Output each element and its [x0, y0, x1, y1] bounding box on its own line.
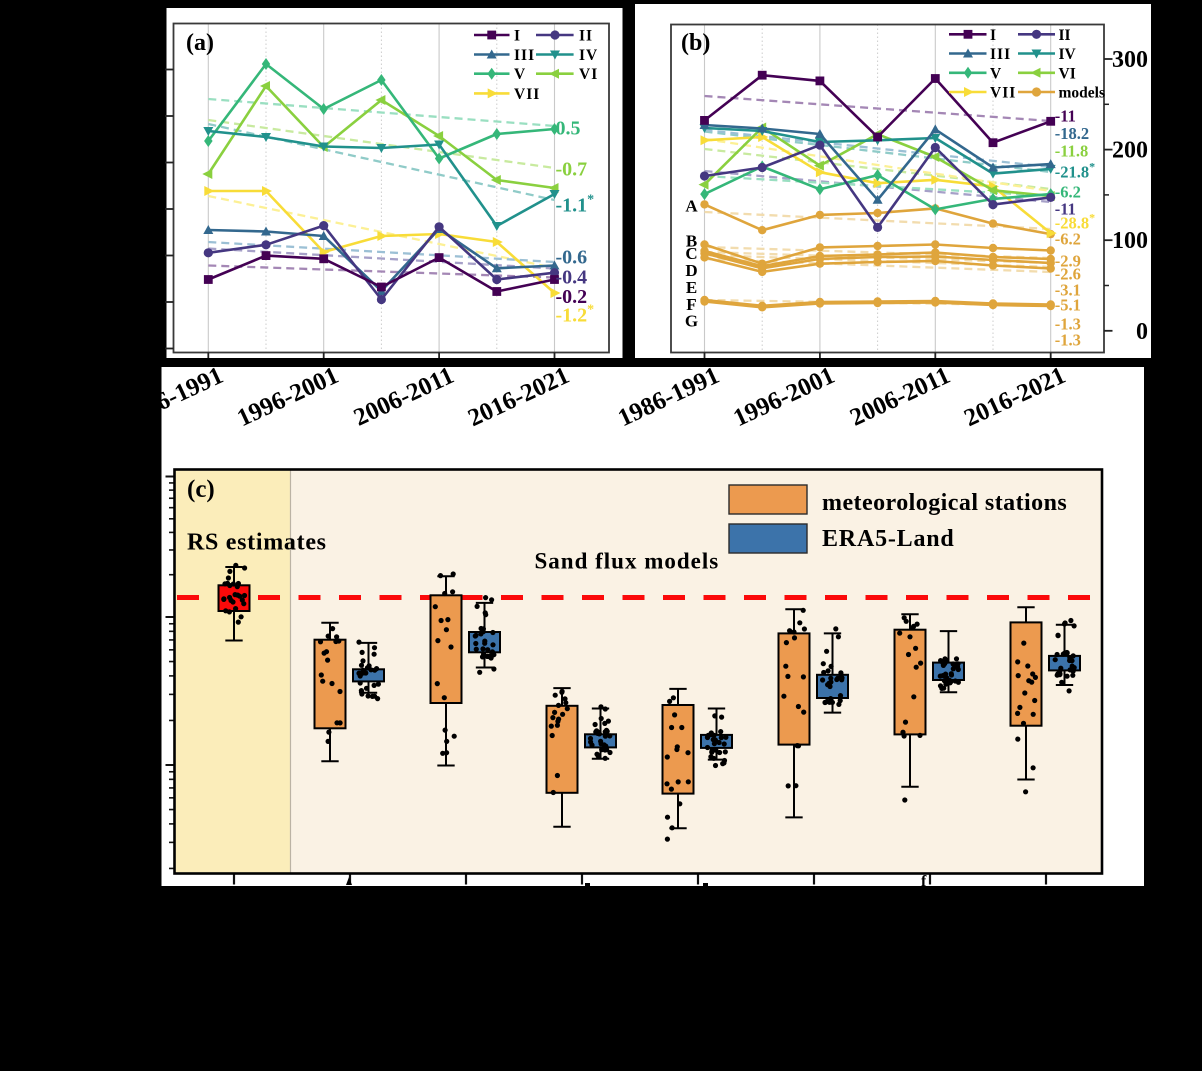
svg-text:meteorological stations: meteorological stations [822, 490, 1067, 516]
svg-text:0: 0 [1136, 319, 1148, 345]
svg-text:-28.8*: -28.8* [1055, 211, 1095, 233]
svg-text:IV: IV [579, 47, 598, 64]
svg-text:-6.2: -6.2 [1055, 230, 1081, 249]
svg-text:II: II [1059, 27, 1071, 44]
svg-text:-0.7: -0.7 [556, 159, 588, 181]
svg-text:V: V [514, 66, 526, 83]
svg-text:Sand flux models: Sand flux models [535, 549, 720, 574]
svg-text:-18.2: -18.2 [1055, 124, 1089, 143]
svg-text:-0.6: -0.6 [556, 247, 588, 269]
svg-text:I: I [990, 27, 997, 44]
svg-text:V: V [990, 65, 1002, 82]
svg-text:A: A [685, 197, 698, 216]
svg-text:-21.8*: -21.8* [1055, 160, 1095, 182]
svg-text:G: G [685, 312, 698, 331]
svg-text:-2.9: -2.9 [1055, 252, 1081, 271]
svg-text:-11.8: -11.8 [1055, 142, 1088, 161]
svg-text:100: 100 [1112, 228, 1148, 254]
svg-text:-3.1: -3.1 [1055, 281, 1081, 300]
svg-text:-1.3: -1.3 [1055, 315, 1081, 334]
svg-text:RS estimates: RS estimates [187, 530, 327, 556]
svg-text:f: f [921, 873, 927, 890]
svg-text:VII: VII [514, 86, 540, 103]
svg-text:(b): (b) [681, 30, 710, 56]
svg-text:VI: VI [579, 66, 598, 83]
svg-text:-11: -11 [1055, 200, 1076, 219]
svg-text:F: F [686, 295, 696, 314]
svg-text:models: models [1059, 85, 1106, 102]
svg-text:-6.2: -6.2 [1055, 183, 1081, 202]
svg-text:-5.1: -5.1 [1055, 296, 1081, 315]
svg-text:(c): (c) [187, 476, 215, 503]
svg-text:-0.2: -0.2 [556, 286, 588, 308]
svg-text:-0.4: -0.4 [556, 267, 588, 289]
svg-text:ERA5-Land: ERA5-Land [822, 526, 955, 552]
svg-text:-1.3: -1.3 [1055, 331, 1081, 350]
svg-text:VI: VI [1059, 65, 1076, 82]
svg-text:-1.1*: -1.1* [556, 193, 595, 217]
svg-text:-2.6: -2.6 [1055, 265, 1081, 284]
svg-text:C: C [685, 244, 697, 263]
svg-text:III: III [990, 46, 1011, 63]
svg-text:0.5: 0.5 [556, 118, 581, 140]
svg-text:IV: IV [1059, 46, 1077, 63]
svg-text:III: III [514, 47, 535, 64]
svg-text:300: 300 [1112, 47, 1148, 73]
svg-text:(a): (a) [186, 30, 214, 56]
svg-text:D: D [685, 261, 697, 280]
svg-text:VII: VII [990, 85, 1016, 102]
svg-text:I: I [514, 28, 521, 45]
svg-text:200: 200 [1112, 138, 1148, 164]
svg-text:E: E [686, 278, 697, 297]
svg-text:II: II [579, 28, 593, 45]
svg-text:-11: -11 [1055, 107, 1076, 126]
svg-text:B: B [686, 232, 697, 251]
